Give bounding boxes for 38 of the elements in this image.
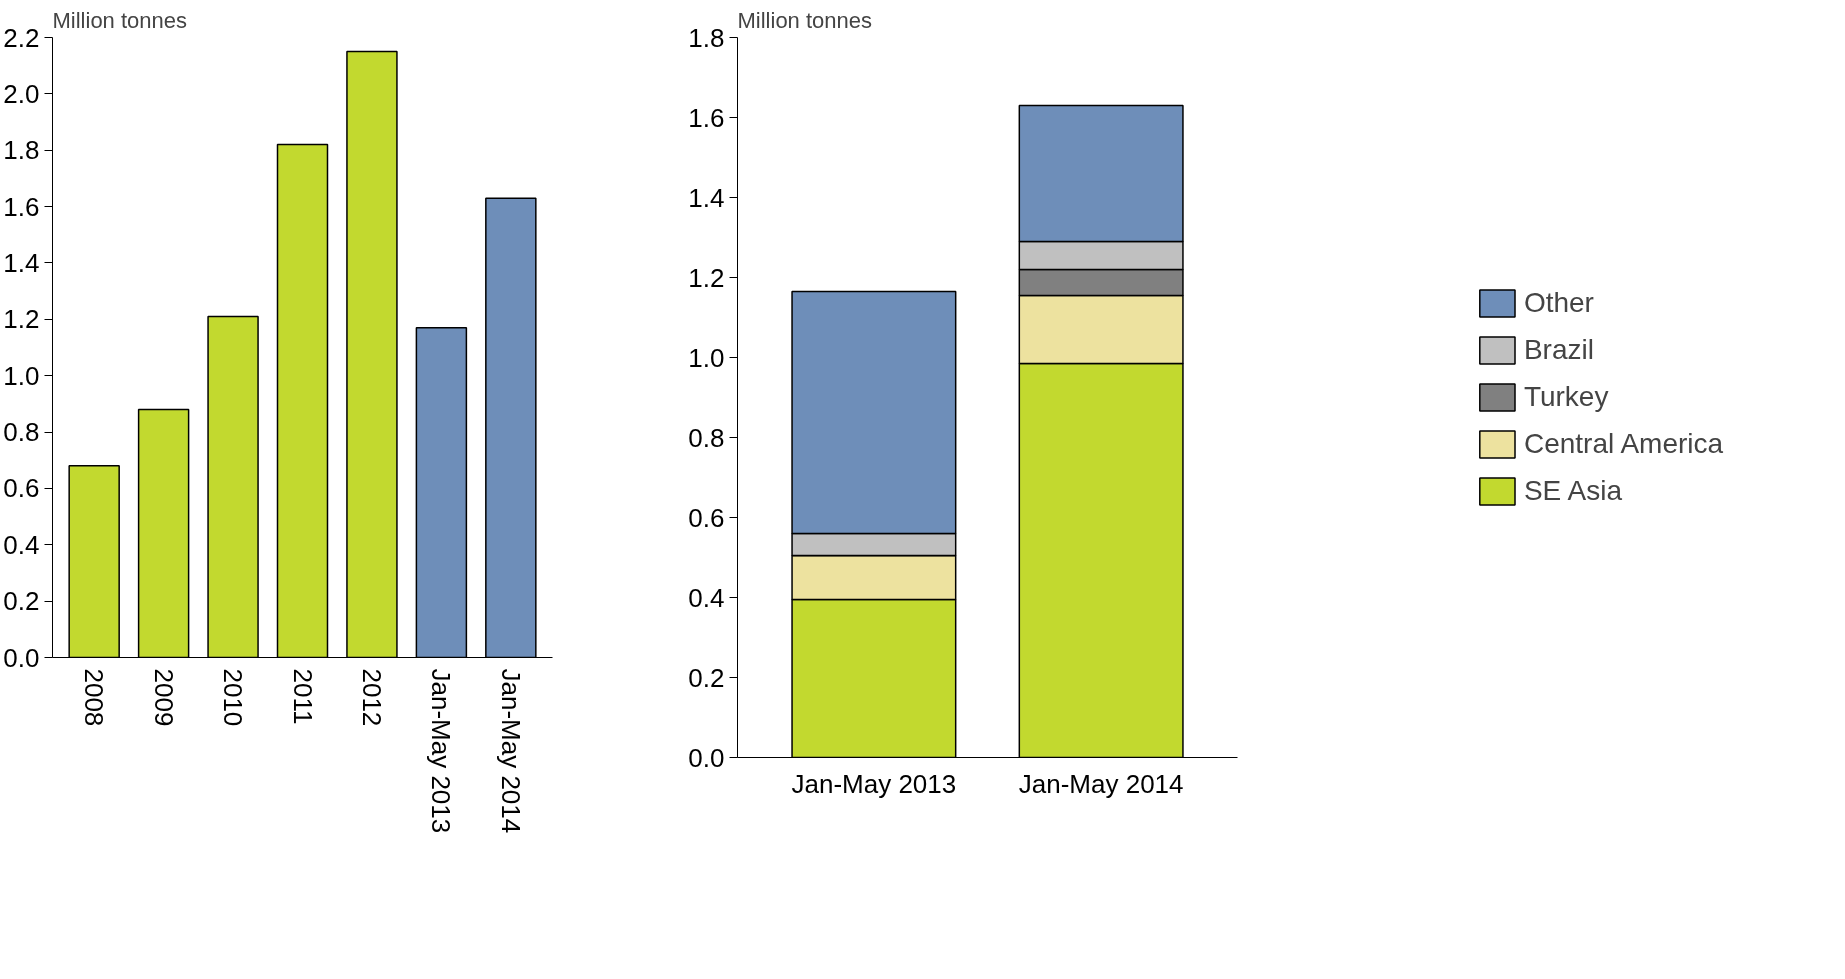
x-tick-label: 2008 <box>79 668 110 727</box>
legend-label: Turkey <box>1523 381 1609 413</box>
y-tick-label: 1.6 <box>3 191 40 222</box>
y-axis-title: Million tonnes <box>737 7 873 33</box>
y-tick-label: 0.2 <box>688 662 725 693</box>
y-tick-label: 0.2 <box>3 586 40 617</box>
y-tick-label: 1.4 <box>688 182 725 213</box>
legend-label: Other <box>1523 287 1594 319</box>
x-tick-label: 2011 <box>287 668 318 725</box>
y-tick-label: 1.6 <box>688 102 725 133</box>
y-tick-label: 1.0 <box>3 360 40 391</box>
y-tick-label: 1.4 <box>3 247 40 278</box>
legend-label: Brazil <box>1523 334 1594 366</box>
legend-label: Central America <box>1523 428 1724 460</box>
y-tick-label: 0.6 <box>3 473 40 504</box>
y-tick-label: 2.0 <box>3 78 40 109</box>
y-axis-title: Million tonnes <box>52 7 188 33</box>
x-tick-label: 2010 <box>218 668 249 727</box>
y-tick-label: 0.8 <box>688 422 725 453</box>
x-tick-label: Jan-May 2013 <box>791 768 957 799</box>
y-tick-label: 1.8 <box>3 135 40 166</box>
x-tick-label: Jan-May 2013 <box>426 668 457 834</box>
y-tick-label: 1.0 <box>688 342 725 373</box>
x-tick-label: 2009 <box>148 668 179 727</box>
y-tick-label: 1.8 <box>688 22 725 53</box>
legend-label: SE Asia <box>1523 475 1622 507</box>
y-tick-label: 2.2 <box>3 22 40 53</box>
y-tick-label: 0.6 <box>688 502 725 533</box>
x-tick-label: 2012 <box>356 668 387 727</box>
y-tick-label: 1.2 <box>3 304 40 335</box>
y-tick-label: 0.4 <box>3 529 40 560</box>
x-tick-label: Jan-May 2014 <box>495 668 526 834</box>
x-tick-label: Jan-May 2014 <box>1018 768 1184 799</box>
y-tick-label: 0.4 <box>688 582 725 613</box>
y-tick-label: 1.2 <box>688 262 725 293</box>
y-tick-label: 0.0 <box>3 642 40 673</box>
y-tick-label: 0.0 <box>688 742 725 773</box>
y-tick-label: 0.8 <box>3 417 40 448</box>
